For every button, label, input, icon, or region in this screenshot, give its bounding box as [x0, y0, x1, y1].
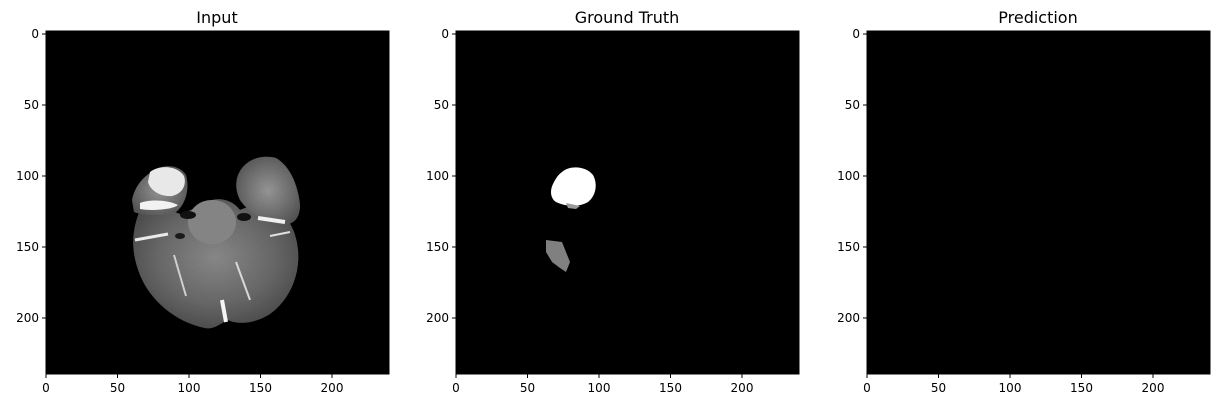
- x-tick-label: 50: [931, 381, 946, 395]
- x-tick-label: 200: [1142, 381, 1165, 395]
- y-tick-label: 50: [24, 98, 39, 112]
- y-tick-label: 50: [434, 98, 449, 112]
- mask-region-bright-tail: [566, 203, 580, 209]
- y-tick-label: 100: [16, 169, 39, 183]
- panel-input: Input: [16, 8, 390, 395]
- y-ticks: 0 50 100 150 200: [837, 27, 867, 325]
- bright-region: [148, 167, 185, 197]
- x-tick-label: 200: [731, 381, 754, 395]
- y-tick-label: 200: [426, 311, 449, 325]
- vessel-streak: [220, 299, 228, 323]
- axes-frame: [455, 30, 800, 375]
- image-area: [867, 31, 1210, 374]
- panel-ground-truth: Ground Truth 0 50 100 150 200 0: [426, 8, 800, 395]
- y-tick-label: 150: [426, 240, 449, 254]
- y-tick-label: 200: [837, 311, 860, 325]
- mri-slice: [132, 156, 300, 329]
- x-ticks: 0 50 100 150 200: [863, 374, 1164, 395]
- x-tick-label: 150: [659, 381, 682, 395]
- brain-tissue: [133, 199, 299, 329]
- x-tick-label: 0: [452, 381, 460, 395]
- x-tick-label: 100: [588, 381, 611, 395]
- vessel-streak: [235, 261, 251, 301]
- x-tick-label: 150: [249, 381, 272, 395]
- dark-spot: [175, 233, 185, 239]
- bright-region-lower: [140, 200, 178, 210]
- x-tick-label: 0: [863, 381, 871, 395]
- panel-prediction: Prediction 0 50 100 150 200 0 50 100 150…: [837, 8, 1211, 395]
- x-tick-label: 200: [321, 381, 344, 395]
- x-ticks: 0 50 100 150 200: [42, 374, 343, 395]
- x-tick-label: 100: [178, 381, 201, 395]
- panel-title: Ground Truth: [575, 8, 680, 27]
- x-ticks: 0 50 100 150 200: [452, 374, 753, 395]
- y-ticks: 0 50 100 150 200: [426, 27, 456, 325]
- image-area: [456, 31, 799, 374]
- y-tick-label: 0: [31, 27, 39, 41]
- right-lobe: [236, 156, 300, 225]
- axes-frame: [45, 30, 390, 375]
- panel-title: Prediction: [998, 8, 1077, 27]
- axes-frame: [866, 30, 1211, 375]
- x-tick-label: 50: [520, 381, 535, 395]
- vessel-streak: [257, 216, 286, 224]
- segmentation-mask: [546, 167, 596, 272]
- x-tick-label: 50: [110, 381, 125, 395]
- y-tick-label: 50: [845, 98, 860, 112]
- vessel-streak: [173, 254, 187, 297]
- y-tick-label: 0: [852, 27, 860, 41]
- y-tick-label: 100: [837, 169, 860, 183]
- brainstem: [188, 200, 236, 244]
- mask-region-bright: [551, 167, 596, 206]
- y-tick-label: 200: [16, 311, 39, 325]
- vessel-streak: [269, 231, 291, 237]
- y-tick-label: 100: [426, 169, 449, 183]
- y-tick-label: 0: [441, 27, 449, 41]
- y-ticks: 0 50 100 150 200: [16, 27, 46, 325]
- panel-title: Input: [196, 8, 237, 27]
- y-tick-label: 150: [16, 240, 39, 254]
- x-tick-label: 0: [42, 381, 50, 395]
- y-tick-label: 150: [837, 240, 860, 254]
- x-tick-label: 100: [999, 381, 1022, 395]
- vessel-streak: [134, 232, 169, 242]
- x-tick-label: 150: [1070, 381, 1093, 395]
- dark-spot: [237, 213, 251, 221]
- mask-region-mid: [546, 240, 570, 272]
- dark-spot: [180, 211, 196, 219]
